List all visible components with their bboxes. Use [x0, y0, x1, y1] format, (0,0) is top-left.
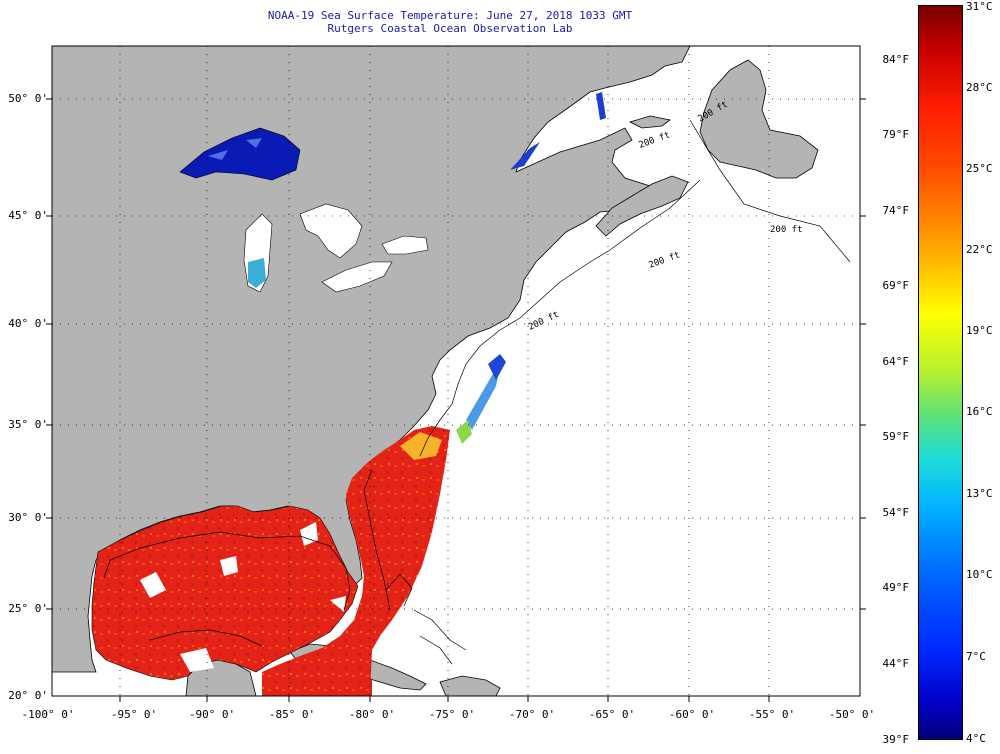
land-anticosti [628, 115, 671, 129]
isobath-contour-yucatan [149, 629, 263, 647]
colorbar-celsius-label: 19°C [966, 324, 993, 337]
bahamas-outline [385, 573, 467, 665]
lat-label: 30° 0' [8, 511, 48, 524]
colorbar-fahrenheit-label: 69°F [882, 279, 910, 292]
colorbar-celsius-label: 22°C [966, 243, 993, 256]
colorbar-celsius-label: 16°C [966, 405, 993, 418]
isobath-contour-north [689, 119, 851, 263]
hatteras-warm-patch [400, 432, 442, 460]
lat-label: 45° 0' [8, 209, 48, 222]
lon-label: -50° 0' [828, 708, 876, 721]
st-lawrence-sst-2 [596, 92, 606, 120]
sst-map[interactable]: 200 ft 200 ft 200 ft 200 ft 200 ft [0, 0, 900, 754]
lon-label: -70° 0' [508, 708, 556, 721]
shelf-cool-patch [466, 356, 502, 430]
gulf-stream-sst [262, 426, 450, 696]
lat-label: 35° 0' [8, 418, 48, 431]
lon-label: -85° 0' [268, 708, 316, 721]
colorbar-celsius-label: 28°C [966, 81, 993, 94]
lake-superior [179, 127, 301, 181]
shelf-green-patch [456, 420, 472, 444]
isobath-label: 200 ft [770, 225, 803, 235]
st-lawrence-sst [510, 142, 540, 170]
colorbar-fahrenheit-label: 74°F [882, 204, 910, 217]
colorbar-celsius-label: 7°C [966, 650, 986, 663]
colorbar-fahrenheit-label: 59°F [882, 430, 910, 443]
axis-ticks [46, 98, 866, 702]
lake-superior-patch [208, 138, 262, 160]
map-frame [51, 45, 861, 697]
lake-erie [321, 261, 393, 293]
lon-label: -95° 0' [110, 708, 158, 721]
colorbar-fahrenheit-label: 44°F [882, 657, 910, 670]
land-hispaniola [439, 675, 501, 696]
lake-michigan-sst [248, 258, 266, 288]
lat-label: 25° 0' [8, 602, 48, 615]
lake-huron [299, 203, 363, 259]
colorbar-fahrenheit-label: 79°F [882, 128, 910, 141]
isobath-contour-shelf [419, 179, 701, 457]
caribbean-sst [262, 668, 372, 696]
lake-ontario [381, 235, 429, 255]
isobath-contour-gulf [103, 531, 351, 611]
lon-label: -100° 0' [21, 708, 75, 721]
lat-label: 40° 0' [8, 317, 48, 330]
lon-label: -80° 0' [348, 708, 396, 721]
land-nova-scotia [595, 175, 689, 237]
land-north-america [52, 46, 691, 673]
isobath-contour-florida [363, 469, 391, 611]
lon-label: -75° 0' [428, 708, 476, 721]
colorbar-celsius-label: 31°C [966, 0, 993, 13]
colorbar-fahrenheit-label: 84°F [882, 53, 910, 66]
lon-label: -55° 0' [748, 708, 796, 721]
colorbar-fahrenheit-label: 49°F [882, 581, 910, 594]
map-title: NOAA-19 Sea Surface Temperature: June 27… [267, 9, 633, 22]
lat-label: 50° 0' [8, 92, 48, 105]
colorbar-celsius-label: 4°C [966, 732, 986, 745]
colorbar-fahrenheit-label: 39°F [882, 733, 910, 746]
colorbar-celsius-label: 10°C [966, 568, 993, 581]
map-subtitle: Rutgers Coastal Ocean Observation Lab [327, 22, 573, 35]
lat-label: 20° 0' [8, 689, 48, 702]
colorbar-celsius-label: 13°C [966, 487, 993, 500]
temperature-colorbar [918, 5, 963, 740]
lon-label: -90° 0' [188, 708, 236, 721]
gulf-of-mexico-sst [91, 505, 359, 681]
lon-label: -65° 0' [588, 708, 636, 721]
colorbar-fahrenheit-label: 64°F [882, 355, 910, 368]
lon-label: -60° 0' [668, 708, 716, 721]
colorbar-fahrenheit-label: 54°F [882, 506, 910, 519]
shelf-cold-patch [488, 354, 506, 380]
colorbar-celsius-label: 25°C [966, 162, 993, 175]
